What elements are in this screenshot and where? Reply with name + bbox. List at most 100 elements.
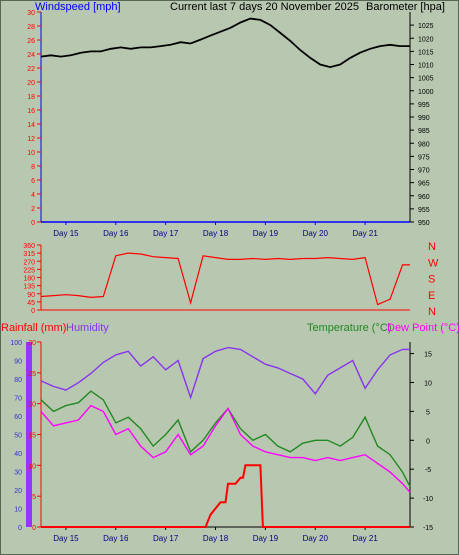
- temp-humidity-rain-panel: 0 10 20 30 40 50 60 70 80 90 100 0 5 10 15 20 25 30 -15 -…: [1, 322, 459, 543]
- rain-tick-label: 30: [28, 340, 36, 347]
- winddir-tick-label: 270: [23, 259, 35, 266]
- humidity-line: [40, 346, 410, 400]
- barometer-tick-label: 980: [418, 141, 430, 148]
- panel1-day-ticks: Day 15 Day 16 Day 17 Day 18 Day 19 Day 20 Day …: [53, 222, 378, 238]
- rain-ticks: 0 5 10 15 20 25 30: [28, 340, 41, 532]
- rain-tick-label: 0: [32, 525, 36, 532]
- wind-tick-label: 16: [27, 108, 35, 115]
- barometer-tick-label: 995: [418, 102, 430, 109]
- wind-tick-label: 14: [27, 122, 35, 129]
- wind-tick-label: 8: [31, 164, 35, 171]
- rain-tick-label: 15: [28, 433, 36, 440]
- winddir-tick-label: 0: [31, 308, 35, 315]
- wind-tick-label: 0: [31, 220, 35, 227]
- wind-tick-label: 2: [31, 206, 35, 213]
- barometer-ticks: 950 955 960 965 970 975 980 985 990 995 1000 1005 10…: [410, 23, 434, 227]
- barometer-tick-label: 1015: [418, 49, 434, 56]
- wind-tick-label: 28: [27, 24, 35, 31]
- humidity-axis-bar: [26, 342, 32, 527]
- day-tick-label: Day 15: [53, 229, 79, 238]
- windspeed-axis-label: Windspeed [mph]: [35, 1, 121, 13]
- temperature-tick-label: 0: [426, 438, 430, 445]
- compass-label: N: [428, 241, 436, 253]
- day-tick-label: Day 19: [253, 534, 279, 543]
- barometer-line: [40, 17, 410, 69]
- humidity-tick-label: 80: [14, 377, 22, 384]
- day-tick-label: Day 21: [352, 534, 378, 543]
- day-tick-label: Day 18: [203, 534, 229, 543]
- dew-point-axis-label: Dew Point (°C): [387, 322, 459, 334]
- compass-label: S: [428, 274, 435, 286]
- wind-direction-line: [40, 252, 410, 306]
- barometer-tick-label: 990: [418, 115, 430, 122]
- wind-tick-label: 30: [27, 10, 35, 17]
- humidity-tick-label: 60: [14, 414, 22, 421]
- humidity-tick-label: 90: [14, 359, 22, 366]
- rain-tick-label: 5: [32, 494, 36, 501]
- compass-label: W: [428, 257, 439, 269]
- day-tick-label: Day 17: [153, 229, 179, 238]
- chart-title: Current last 7 days 20 November 2025: [170, 1, 359, 13]
- dew-point-line: [40, 404, 411, 493]
- temperature-axis-label: Temperature (°C): [307, 322, 391, 334]
- barometer-tick-label: 950: [418, 220, 430, 227]
- wind-tick-label: 10: [27, 150, 35, 157]
- day-tick-label: Day 20: [303, 534, 329, 543]
- humidity-tick-label: 100: [10, 340, 22, 347]
- day-tick-label: Day 16: [103, 229, 129, 238]
- humidity-tick-label: 30: [14, 470, 22, 477]
- barometer-tick-label: 1025: [418, 23, 434, 30]
- wind-tick-label: 24: [27, 52, 35, 59]
- barometer-tick-label: 965: [418, 181, 430, 188]
- humidity-tick-label: 20: [14, 488, 22, 495]
- temperature-tick-label: -5: [425, 467, 431, 474]
- humidity-tick-label: 40: [14, 451, 22, 458]
- rain-tick-label: 20: [28, 402, 36, 409]
- barometer-tick-label: 955: [418, 207, 430, 214]
- barometer-tick-label: 960: [418, 194, 430, 201]
- wind-tick-label: 18: [27, 94, 35, 101]
- compass-label: E: [428, 290, 435, 302]
- wind-tick-label: 22: [27, 66, 35, 73]
- temperature-tick-label: -10: [423, 496, 433, 503]
- winddir-tick-label: 315: [23, 251, 35, 258]
- barometer-tick-label: 1000: [418, 89, 434, 96]
- temperature-tick-label: 10: [424, 380, 432, 387]
- winddir-tick-label: 360: [23, 243, 35, 250]
- barometer-tick-label: 970: [418, 168, 430, 175]
- humidity-ticks: 0 10 20 30 40 50 60 70 80 90 100: [10, 340, 22, 532]
- winddir-tick-label: 180: [23, 276, 35, 283]
- barometer-tick-label: 1010: [418, 63, 434, 70]
- rainfall-axis-label: Rainfall (mm): [1, 322, 66, 334]
- day-tick-label: Day 18: [203, 229, 229, 238]
- day-tick-label: Day 19: [253, 229, 279, 238]
- humidity-tick-label: 50: [14, 433, 22, 440]
- day-tick-label: Day 16: [103, 534, 129, 543]
- humidity-tick-label: 10: [14, 507, 22, 514]
- temperature-tick-label: 15: [424, 352, 432, 359]
- temperature-ticks: -15 -10 -5 0 5 10 15: [410, 352, 433, 532]
- winddir-tick-label: 135: [23, 284, 35, 291]
- wind-tick-label: 26: [27, 38, 35, 45]
- humidity-tick-label: 0: [18, 525, 22, 532]
- winddir-tick-label: 90: [27, 292, 35, 299]
- wind-tick-label: 4: [31, 192, 35, 199]
- rainfall-line: [41, 464, 410, 528]
- barometer-tick-label: 985: [418, 128, 430, 135]
- day-tick-label: Day 20: [303, 229, 329, 238]
- humidity-tick-label: 70: [14, 396, 22, 403]
- barometer-tick-label: 1020: [418, 36, 434, 43]
- wind-tick-label: 20: [27, 80, 35, 87]
- winddir-tick-label: 45: [27, 300, 35, 307]
- wind-tick-label: 6: [31, 178, 35, 185]
- rain-tick-label: 25: [28, 371, 36, 378]
- winddir-tick-label: 225: [23, 267, 35, 274]
- temperature-tick-label: -15: [423, 525, 433, 532]
